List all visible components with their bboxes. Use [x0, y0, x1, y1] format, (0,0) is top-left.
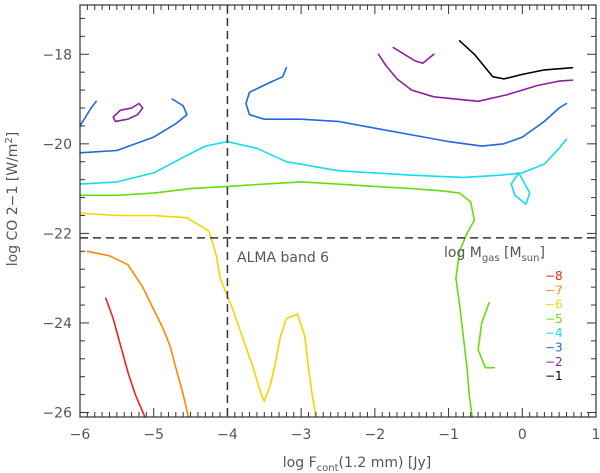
legend-entry-3: −5 [545, 312, 563, 326]
legend-title-sub: gas [482, 253, 500, 264]
legend-title: log Mgas [Msun] [444, 245, 545, 264]
y-axis-title-sup: 2 [4, 137, 15, 143]
legend-entry-7: −1 [545, 369, 563, 383]
y-axis-title-rest: ] [5, 132, 21, 137]
legend-title-bracket: [M [500, 245, 522, 261]
x-tick-label: −2 [365, 427, 386, 443]
contour-series-5-segment-0 [79, 100, 97, 127]
x-tick-label: 0 [518, 427, 527, 443]
legend-entry-6: −2 [545, 355, 563, 369]
y-tick-label: −26 [42, 406, 72, 422]
x-tick-label: −6 [70, 427, 91, 443]
contour-series-5-segment-1 [79, 98, 188, 154]
x-tick-label: −5 [143, 427, 164, 443]
y-axis-title-main: log CO 2−1 [W/m [5, 144, 21, 267]
legend-entry-2: −6 [545, 298, 563, 312]
contour-series-3-segment-0 [79, 181, 476, 418]
legend-entry-0: −8 [545, 269, 563, 283]
contour-series-6-segment-1 [377, 53, 574, 103]
contour-series-0-segment-0 [105, 297, 146, 418]
series-layer [79, 40, 574, 418]
legend-title-sub2: sun [522, 253, 540, 264]
contour-series-4-segment-0 [79, 138, 568, 185]
y-tick-label: −20 [42, 137, 72, 153]
legend-title-main: log M [444, 245, 482, 261]
x-tick-label: 1 [592, 427, 600, 443]
tick-labels: −6 −5 −4 −3 −2 −1 0 1−18−20−22−24−26 [42, 47, 600, 443]
y-axis-title: log CO 2−1 [W/m2] [4, 132, 21, 267]
y-tick-label: −22 [42, 226, 72, 242]
alma-band-annotation: ALMA band 6 [237, 250, 329, 266]
x-axis-title-rest: (1.2 mm) [Jy] [339, 455, 432, 471]
x-tick-label: −4 [217, 427, 238, 443]
y-tick-label: −18 [42, 47, 72, 63]
x-tick-label: −1 [438, 427, 459, 443]
axis-ticks [79, 5, 597, 417]
legend-title-end: ] [539, 245, 544, 261]
contour-series-4-segment-1 [510, 172, 531, 206]
x-axis-title-main: log F [283, 455, 317, 471]
x-axis-title: log Fcont(1.2 mm) [Jy] [283, 455, 431, 473]
plot-frame [79, 4, 597, 418]
contour-series-1-segment-0 [86, 250, 190, 418]
contour-series-2-segment-0 [79, 212, 317, 418]
contour-series-6-segment-2 [392, 46, 435, 64]
legend: −8−7−6−5−4−3−2−1 [545, 269, 563, 383]
contour-series-3-segment-1 [477, 302, 496, 369]
y-tick-label: −24 [42, 316, 72, 332]
legend-entry-4: −4 [545, 326, 563, 340]
contour-series-5-segment-2 [245, 66, 568, 147]
legend-entry-5: −3 [545, 341, 563, 355]
contour-series-7-segment-0 [458, 40, 574, 80]
reference-lines [80, 5, 596, 417]
contour-series-6-segment-0 [112, 102, 144, 123]
x-tick-label: −3 [291, 427, 312, 443]
x-axis-title-sub: cont [317, 463, 339, 473]
legend-entry-1: −7 [545, 283, 563, 297]
